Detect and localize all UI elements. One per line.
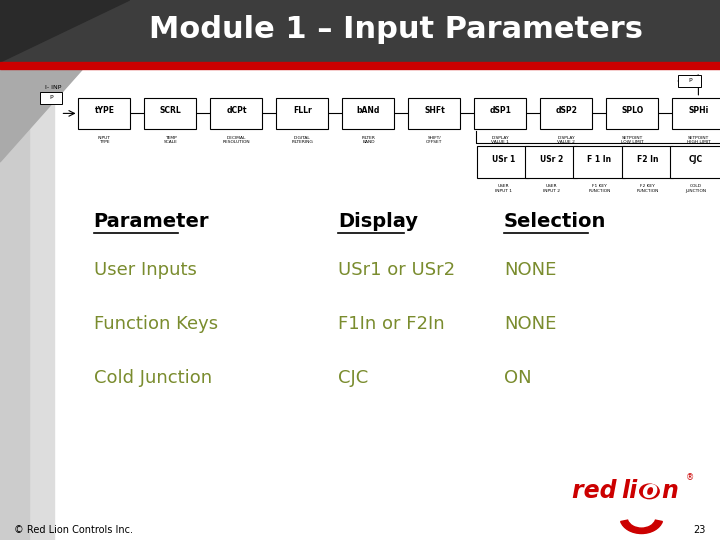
- Bar: [408, 98, 460, 129]
- Text: DIGITAL
FILTERING: DIGITAL FILTERING: [292, 136, 313, 144]
- Bar: [0, 0, 720, 62]
- Bar: [210, 98, 262, 129]
- Bar: [0, 69, 54, 540]
- Text: bANd: bANd: [356, 106, 380, 115]
- Text: 23: 23: [693, 525, 706, 535]
- Text: DECIMAL
RESOLUTION: DECIMAL RESOLUTION: [222, 136, 251, 144]
- Text: CJC: CJC: [338, 369, 369, 387]
- Bar: [474, 98, 526, 129]
- Text: SHIFT/
OFFSET: SHIFT/ OFFSET: [426, 136, 443, 144]
- Text: I- INP: I- INP: [45, 85, 61, 90]
- Text: o: o: [642, 480, 657, 503]
- Text: CNFP: CNFP: [680, 76, 700, 82]
- Text: F1In or F2In: F1In or F2In: [338, 315, 445, 333]
- Text: F2 In: F2 In: [636, 155, 658, 164]
- Bar: [574, 146, 625, 178]
- Text: SCRL: SCRL: [160, 106, 181, 115]
- Text: NONE: NONE: [504, 261, 557, 279]
- Circle shape: [640, 484, 660, 499]
- Text: F2 KEY
FUNCTION: F2 KEY FUNCTION: [636, 184, 659, 193]
- Bar: [606, 98, 658, 129]
- Text: FILTER
BAND: FILTER BAND: [361, 136, 375, 144]
- Wedge shape: [621, 520, 662, 534]
- Bar: [670, 146, 720, 178]
- Polygon shape: [0, 65, 86, 162]
- Text: SPLO: SPLO: [621, 106, 644, 115]
- Text: Module 1 – Input Parameters: Module 1 – Input Parameters: [149, 15, 643, 44]
- Bar: [276, 98, 328, 129]
- Text: dSP1: dSP1: [490, 106, 511, 115]
- Text: USER
INPUT 1: USER INPUT 1: [495, 184, 512, 193]
- Text: Display: Display: [338, 212, 418, 231]
- Text: COLD
JUNCTION: COLD JUNCTION: [685, 184, 706, 193]
- Text: User Inputs: User Inputs: [94, 261, 197, 279]
- Bar: [541, 98, 593, 129]
- Text: INPUT
TYPE: INPUT TYPE: [98, 136, 111, 144]
- Text: P: P: [49, 95, 53, 100]
- Bar: [0, 69, 29, 540]
- Bar: [678, 75, 701, 87]
- Text: SHFt: SHFt: [424, 106, 445, 115]
- Bar: [78, 98, 130, 129]
- Bar: [477, 146, 529, 178]
- Text: CJC: CJC: [688, 155, 703, 164]
- Text: tYPE: tYPE: [94, 106, 114, 115]
- Text: USr 1: USr 1: [492, 155, 515, 164]
- Bar: [526, 146, 577, 178]
- Text: SETPOINT
LOW LIMIT: SETPOINT LOW LIMIT: [621, 136, 644, 144]
- Text: ON: ON: [504, 369, 531, 387]
- Text: USr1 or USr2: USr1 or USr2: [338, 261, 456, 279]
- Text: FLLr: FLLr: [293, 106, 312, 115]
- Bar: [672, 98, 720, 129]
- Text: Parameter: Parameter: [94, 212, 209, 231]
- Bar: [343, 98, 395, 129]
- Text: NONE: NONE: [504, 315, 557, 333]
- Text: DISPLAY
VALUE 2: DISPLAY VALUE 2: [557, 136, 575, 144]
- Polygon shape: [0, 0, 130, 62]
- Text: dSP2: dSP2: [555, 106, 577, 115]
- Text: Selection: Selection: [504, 212, 606, 231]
- Text: P: P: [688, 78, 692, 84]
- Bar: [40, 92, 62, 104]
- Text: SPHi: SPHi: [688, 106, 708, 115]
- Bar: [621, 146, 673, 178]
- Text: © Red Lion Controls Inc.: © Red Lion Controls Inc.: [14, 525, 133, 535]
- Text: dCPt: dCPt: [226, 106, 247, 115]
- Text: ®: ®: [686, 474, 694, 482]
- Text: USER
INPUT 2: USER INPUT 2: [543, 184, 560, 193]
- Text: Function Keys: Function Keys: [94, 315, 217, 333]
- Text: li: li: [621, 480, 638, 503]
- Text: DISPLAY
VALUE 1: DISPLAY VALUE 1: [492, 136, 509, 144]
- Text: Cold Junction: Cold Junction: [94, 369, 212, 387]
- Bar: [145, 98, 197, 129]
- Text: SETPOINT
HIGH LIMIT: SETPOINT HIGH LIMIT: [687, 136, 710, 144]
- Text: red: red: [572, 480, 625, 503]
- Text: USr 2: USr 2: [540, 155, 563, 164]
- Text: F 1 In: F 1 In: [588, 155, 611, 164]
- Text: TEMP
SCALE: TEMP SCALE: [163, 136, 177, 144]
- Text: F1 KEY
FUNCTION: F1 KEY FUNCTION: [588, 184, 611, 193]
- Bar: [0, 62, 720, 69]
- Text: n: n: [661, 480, 678, 503]
